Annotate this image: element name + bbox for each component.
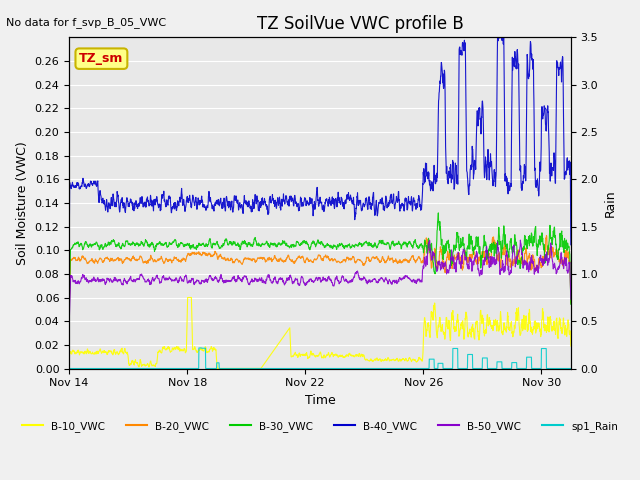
Text: No data for f_svp_B_05_VWC: No data for f_svp_B_05_VWC — [6, 17, 166, 28]
Y-axis label: Soil Moisture (VWC): Soil Moisture (VWC) — [16, 141, 29, 265]
Title: TZ SoilVue VWC profile B: TZ SoilVue VWC profile B — [257, 15, 463, 33]
Y-axis label: Rain: Rain — [604, 189, 617, 217]
X-axis label: Time: Time — [305, 394, 335, 407]
Legend: B-10_VWC, B-20_VWC, B-30_VWC, B-40_VWC, B-50_VWC, sp1_Rain: B-10_VWC, B-20_VWC, B-30_VWC, B-40_VWC, … — [18, 417, 622, 436]
Text: TZ_sm: TZ_sm — [79, 52, 124, 65]
